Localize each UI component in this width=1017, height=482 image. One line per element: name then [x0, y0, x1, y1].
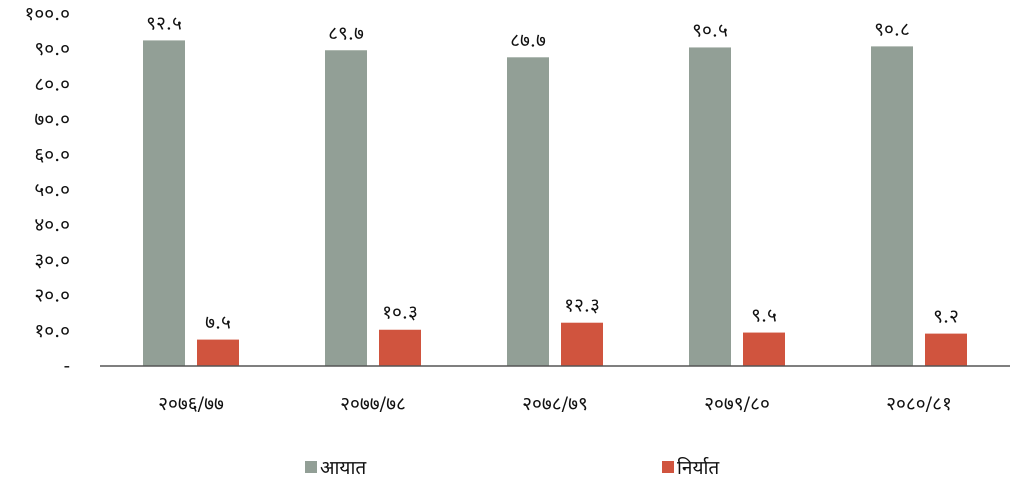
bar-export [743, 332, 785, 366]
bar-import [689, 47, 731, 366]
y-tick-label: ८०.० [34, 73, 70, 95]
y-tick-label: ६०.० [34, 144, 70, 166]
legend-label: निर्यात [677, 456, 720, 479]
y-tick-label: ४०.० [34, 214, 70, 236]
data-label-import: ८७.७ [510, 29, 546, 51]
bar-export [197, 339, 239, 366]
legend: आयात निर्यात [305, 456, 720, 479]
legend-swatch [662, 461, 674, 473]
data-labels: ९२.५ ७.५ ८९.७ १०.३ ८७.७ १२.३ ९०.५ ९.५ ९०.८ ९.२ [146, 12, 959, 333]
data-label-import: ८९.७ [328, 22, 364, 44]
x-tick-label: २०७८/७९ [522, 393, 588, 415]
data-label-export: ७.५ [205, 312, 231, 334]
data-label-export: ९.५ [751, 305, 777, 327]
data-label-export: ९.२ [933, 306, 959, 328]
y-axis: - १०.० २०.० ३०.० ४०.० ५०.० ६०.० ७०.० ८०.० ९०.० १००… [24, 3, 70, 377]
y-tick-label: ३०.० [34, 249, 70, 271]
legend-item-import: आयात [305, 457, 367, 479]
bar-export [561, 322, 603, 366]
y-tick-label: १००.० [24, 3, 70, 25]
data-label-export: १०.३ [382, 302, 418, 324]
y-tick-label: - [64, 355, 70, 377]
x-tick-label: २०७९/८० [704, 393, 770, 415]
bar-import [507, 57, 549, 367]
data-label-import: ९०.८ [874, 18, 910, 40]
bar-export [379, 329, 421, 366]
data-label-import: ९२.५ [146, 12, 182, 34]
bar-import [143, 40, 185, 367]
y-tick-label: १०.० [34, 320, 70, 342]
bars [143, 40, 967, 367]
x-tick-label: २०७७/७८ [340, 393, 406, 415]
data-label-export: १२.३ [564, 295, 600, 317]
data-label-import: ९०.५ [692, 19, 728, 41]
legend-item-export: निर्यात [662, 456, 720, 479]
y-tick-label: ७०.० [34, 109, 70, 131]
y-tick-label: ९०.० [34, 38, 70, 60]
x-tick-label: २०७६/७७ [158, 393, 224, 415]
y-tick-label: २०.० [34, 285, 70, 307]
x-axis: २०७६/७७ २०७७/७८ २०७८/७९ २०७९/८० २०८०/८१ [158, 393, 952, 415]
bar-export [925, 333, 967, 366]
x-tick-label: २०८०/८१ [886, 393, 952, 415]
y-tick-label: ५०.० [34, 179, 70, 201]
legend-label: आयात [320, 457, 367, 479]
bar-import [871, 46, 913, 366]
legend-swatch [305, 461, 317, 473]
bar-import [325, 50, 367, 366]
